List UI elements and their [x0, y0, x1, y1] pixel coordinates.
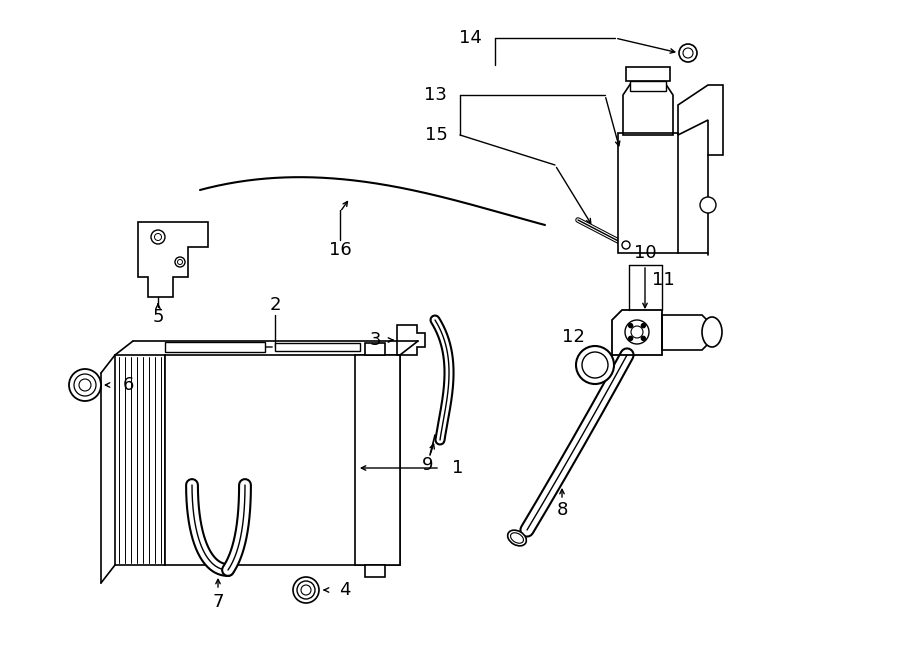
Circle shape [74, 374, 96, 396]
Circle shape [628, 324, 633, 328]
Circle shape [155, 233, 161, 241]
Circle shape [642, 336, 645, 340]
Text: 11: 11 [652, 271, 675, 289]
Circle shape [79, 379, 91, 391]
Circle shape [301, 585, 311, 595]
Text: 10: 10 [634, 244, 656, 262]
Ellipse shape [702, 317, 722, 347]
Bar [630, 81, 666, 91]
Text: 2: 2 [269, 296, 281, 314]
Polygon shape [165, 342, 265, 352]
Bar [626, 67, 670, 81]
Text: 3: 3 [369, 331, 381, 349]
Text: 6: 6 [123, 376, 134, 394]
Bar [115, 355, 165, 565]
Bar [365, 343, 385, 355]
Circle shape [631, 326, 643, 338]
Circle shape [625, 320, 649, 344]
Text: 12: 12 [562, 328, 585, 346]
Text: 1: 1 [452, 459, 464, 477]
Text: 13: 13 [424, 86, 447, 104]
Circle shape [683, 48, 693, 58]
Text: 15: 15 [425, 126, 448, 144]
Circle shape [679, 44, 697, 62]
Text: 4: 4 [339, 581, 350, 599]
Circle shape [576, 346, 614, 384]
Polygon shape [275, 343, 360, 351]
Text: 14: 14 [459, 29, 482, 47]
Text: 9: 9 [422, 456, 434, 474]
Circle shape [622, 241, 630, 249]
Ellipse shape [510, 533, 524, 543]
Circle shape [151, 230, 165, 244]
Circle shape [175, 257, 185, 267]
Bar [355, 355, 400, 565]
Bar [618, 133, 678, 253]
Circle shape [642, 324, 645, 328]
Circle shape [700, 197, 716, 213]
Bar [165, 355, 400, 565]
Circle shape [293, 577, 319, 603]
Text: 5: 5 [152, 308, 164, 326]
Circle shape [582, 352, 608, 378]
Text: 16: 16 [328, 241, 351, 259]
Circle shape [177, 260, 183, 264]
Text: 7: 7 [212, 593, 224, 611]
Circle shape [69, 369, 101, 401]
Circle shape [297, 581, 315, 599]
Text: 8: 8 [556, 501, 568, 519]
Bar [365, 565, 385, 577]
Circle shape [628, 336, 633, 340]
Ellipse shape [508, 530, 526, 546]
